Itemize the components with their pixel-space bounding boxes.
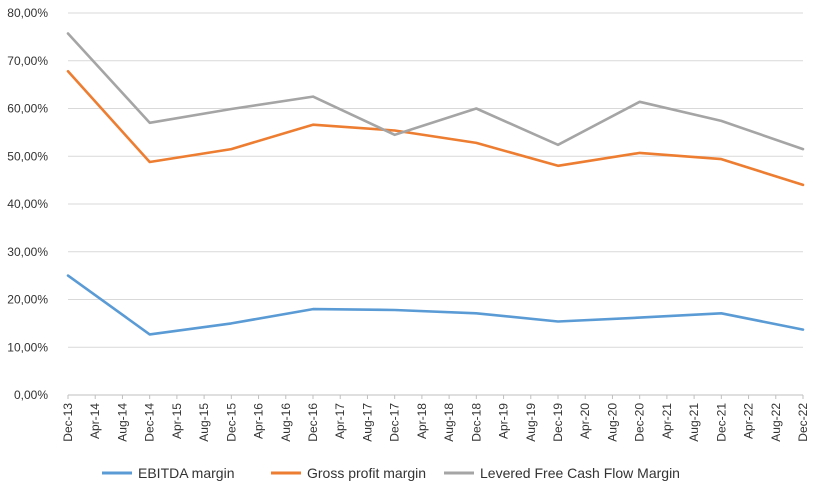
legend-label: EBITDA margin	[138, 465, 234, 481]
x-tick-label: Dec-13	[61, 403, 75, 442]
x-tick-label: Apr-17	[333, 403, 347, 439]
x-tick-label: Aug-14	[115, 403, 129, 442]
x-tick-label: Dec-19	[551, 403, 565, 442]
x-tick-label: Aug-19	[524, 403, 538, 442]
x-tick-label: Apr-16	[252, 403, 266, 439]
legend-item: Gross profit margin	[271, 465, 426, 481]
x-tick-label: Dec-15	[224, 403, 238, 442]
x-tick-label: Dec-17	[388, 403, 402, 442]
y-axis-ticks: 0,00% 10,00% 20,00% 30,00% 40,00% 50,00% 60,00…	[7, 6, 48, 402]
x-tick-label: Aug-21	[687, 403, 701, 442]
x-tick-label: Apr-18	[415, 403, 429, 439]
legend-label: Levered Free Cash Flow Margin	[480, 465, 680, 481]
x-tick-label: Dec-16	[306, 403, 320, 442]
x-tick-label: Dec-22	[796, 403, 810, 442]
series-line	[66, 32, 805, 151]
x-tick-label: Aug-16	[279, 403, 293, 442]
y-tick-label: 50,00%	[7, 149, 48, 163]
y-tick-label: 20,00%	[7, 293, 48, 307]
x-tick-label: Aug-15	[197, 403, 211, 442]
x-tick-label: Apr-19	[497, 403, 511, 439]
legend: EBITDA margin Gross profit margin Levered …	[102, 465, 680, 481]
x-tick-label: Dec-20	[633, 403, 647, 442]
x-tick-label: Dec-18	[469, 403, 483, 442]
y-tick-label: 30,00%	[7, 245, 48, 259]
x-tick-label: Dec-21	[714, 403, 728, 442]
series-line	[66, 70, 805, 187]
x-tick-label: Apr-14	[88, 403, 102, 439]
y-tick-label: 80,00%	[7, 6, 48, 20]
x-tick-label: Aug-22	[769, 403, 783, 442]
y-tick-label: 70,00%	[7, 54, 48, 68]
gridlines	[68, 12, 803, 348]
y-tick-label: 60,00%	[7, 102, 48, 116]
y-tick-label: 40,00%	[7, 197, 48, 211]
series-lines	[66, 32, 805, 336]
y-tick-label: 10,00%	[7, 340, 48, 354]
x-tick-label: Apr-21	[660, 403, 674, 439]
x-axis-ticks: Dec-13 Apr-14 Aug-14 Dec-14 Apr-15 Aug-15 Dec-…	[61, 395, 810, 442]
x-tick-label: Dec-14	[143, 403, 157, 442]
y-tick-label: 0,00%	[14, 388, 48, 402]
x-tick-label: Aug-20	[605, 403, 619, 442]
series-line	[66, 274, 805, 336]
x-tick-label: Apr-15	[170, 403, 184, 439]
legend-label: Gross profit margin	[307, 465, 426, 481]
legend-item: EBITDA margin	[102, 465, 234, 481]
x-tick-label: Aug-18	[442, 403, 456, 442]
x-tick-label: Apr-20	[578, 403, 592, 439]
x-tick-label: Aug-17	[360, 403, 374, 442]
legend-item: Levered Free Cash Flow Margin	[444, 465, 680, 481]
x-tick-label: Apr-22	[742, 403, 756, 439]
